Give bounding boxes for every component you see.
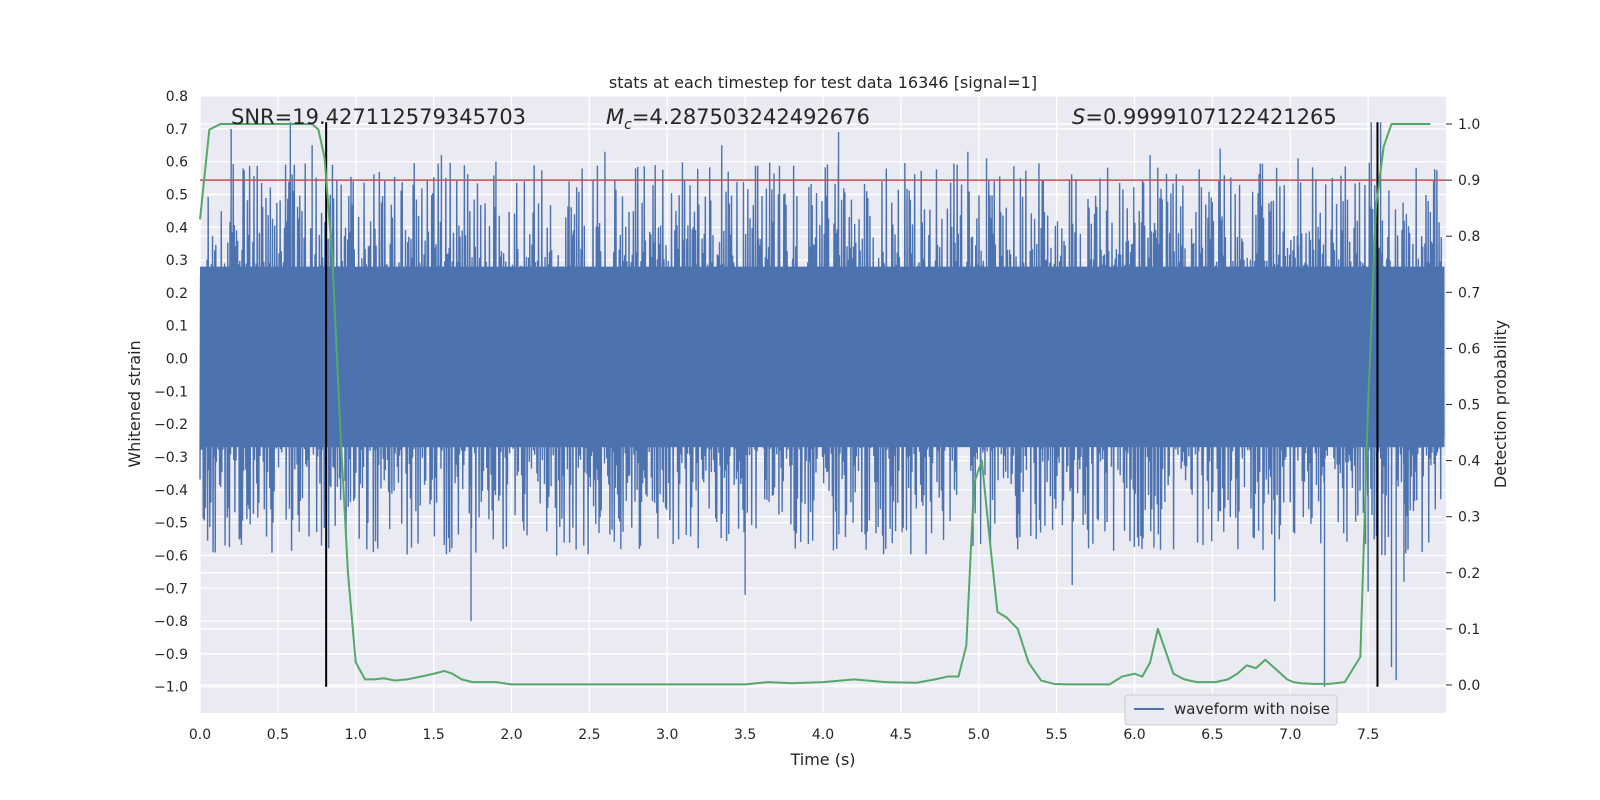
x-tick-label: 4.0: [812, 727, 834, 743]
y-right-axis-label: Detection probability: [1491, 320, 1510, 488]
snr-annotation: SNR=19.427112579345703: [231, 105, 526, 129]
x-tick-label: 7.0: [1279, 727, 1301, 743]
chirp-mass-annotation: Mc=4.287503242492676: [606, 105, 870, 133]
y-right-tick-label: 0.4: [1458, 454, 1480, 470]
y-tick-label: −0.9: [154, 647, 188, 663]
y-tick-label: −1.0: [154, 680, 188, 696]
legend: waveform with noise: [1124, 694, 1338, 726]
x-tick-label: 3.5: [734, 727, 756, 743]
legend-box: [1124, 694, 1338, 726]
x-tick-label: 1.0: [345, 727, 367, 743]
y-tick-label: −0.1: [154, 384, 188, 400]
y-tick-label: 0.4: [166, 220, 188, 236]
y-tick-label: −0.3: [154, 450, 188, 466]
y-tick-label: 0.3: [166, 253, 188, 269]
probability-line: [199, 123, 1431, 686]
y-tick-label: −0.2: [154, 417, 188, 433]
x-tick-labels: 0.0 0.5 1.0 1.5 2.0 2.5 3.0 3.5 4.0 4.5 5.0 5.5 6.0 6…: [189, 727, 1379, 743]
statistic-value: =0.9999107122421265: [1085, 105, 1336, 129]
x-tick-label: 1.5: [422, 727, 444, 743]
y-tick-label: 0.6: [166, 155, 188, 171]
waveform-series: [199, 122, 1445, 687]
y-tick-label: 0.2: [166, 286, 188, 302]
y-tick-label: −0.7: [154, 581, 188, 597]
y-right-tick-label: 0.1: [1458, 622, 1480, 638]
y-tick-label: −0.8: [154, 614, 188, 630]
chirp-mass-subscript: c: [624, 117, 632, 133]
chart-title: stats at each timestep for test data 163…: [609, 73, 1037, 92]
x-tick-label: 7.5: [1357, 727, 1379, 743]
y-tick-label: 0.7: [166, 122, 188, 138]
x-tick-label: 6.5: [1201, 727, 1223, 743]
signal-bounds-group: [325, 122, 1379, 687]
x-tick-label: 5.5: [1045, 727, 1067, 743]
x-tick-label: 3.0: [656, 727, 678, 743]
y-right-tick-label: 0.8: [1458, 229, 1480, 245]
y-tick-label: −0.5: [154, 516, 188, 532]
y-right-tick-label: 1.0: [1458, 117, 1480, 133]
x-axis-label: Time (s): [789, 750, 855, 769]
probability-group: [199, 123, 1431, 686]
x-tick-label: 4.5: [890, 727, 912, 743]
y-right-tick-label: 0.5: [1458, 398, 1480, 414]
y-tick-label: 0.0: [166, 352, 188, 368]
y-right-tick-labels: 1.0 0.9 0.8 0.7 0.6 0.5 0.4 0.3 0.2 0.1 0.0: [1446, 117, 1480, 694]
y-tick-label: −0.6: [154, 548, 188, 564]
x-tick-label: 2.5: [578, 727, 600, 743]
waveform-line: [199, 122, 1445, 687]
statistic-annotation: S=0.9999107122421265: [1072, 105, 1337, 129]
y-right-tick-label: 0.6: [1458, 341, 1480, 357]
y-tick-label: 0.5: [166, 187, 188, 203]
y-axis-label: Whitened strain: [125, 340, 144, 467]
y-tick-label: 0.1: [166, 319, 188, 335]
y-tick-labels: 0.8 0.7 0.6 0.5 0.4 0.3 0.2 0.1 0.0 −0.1 −0.2 −0.3 −…: [154, 89, 188, 696]
x-tick-label: 0.5: [267, 727, 289, 743]
chirp-mass-value: =4.287503242492676: [632, 105, 870, 129]
x-tick-label: 2.0: [500, 727, 522, 743]
legend-label: waveform with noise: [1174, 700, 1330, 718]
y-tick-label: −0.4: [154, 483, 188, 499]
y-right-tick-label: 0.3: [1458, 510, 1480, 526]
chirp-mass-symbol: M: [606, 105, 624, 129]
y-right-tick-label: 0.7: [1458, 285, 1480, 301]
x-tick-label: 0.0: [189, 727, 211, 743]
y-right-tick-label: 0.2: [1458, 566, 1480, 582]
x-tick-label: 6.0: [1123, 727, 1145, 743]
x-tick-label: 5.0: [968, 727, 990, 743]
y-right-tick-label: 0.9: [1458, 173, 1480, 189]
y-right-tick-label: 0.0: [1458, 678, 1480, 694]
statistic-symbol: S: [1072, 105, 1085, 129]
y-tick-label: 0.8: [166, 89, 188, 105]
